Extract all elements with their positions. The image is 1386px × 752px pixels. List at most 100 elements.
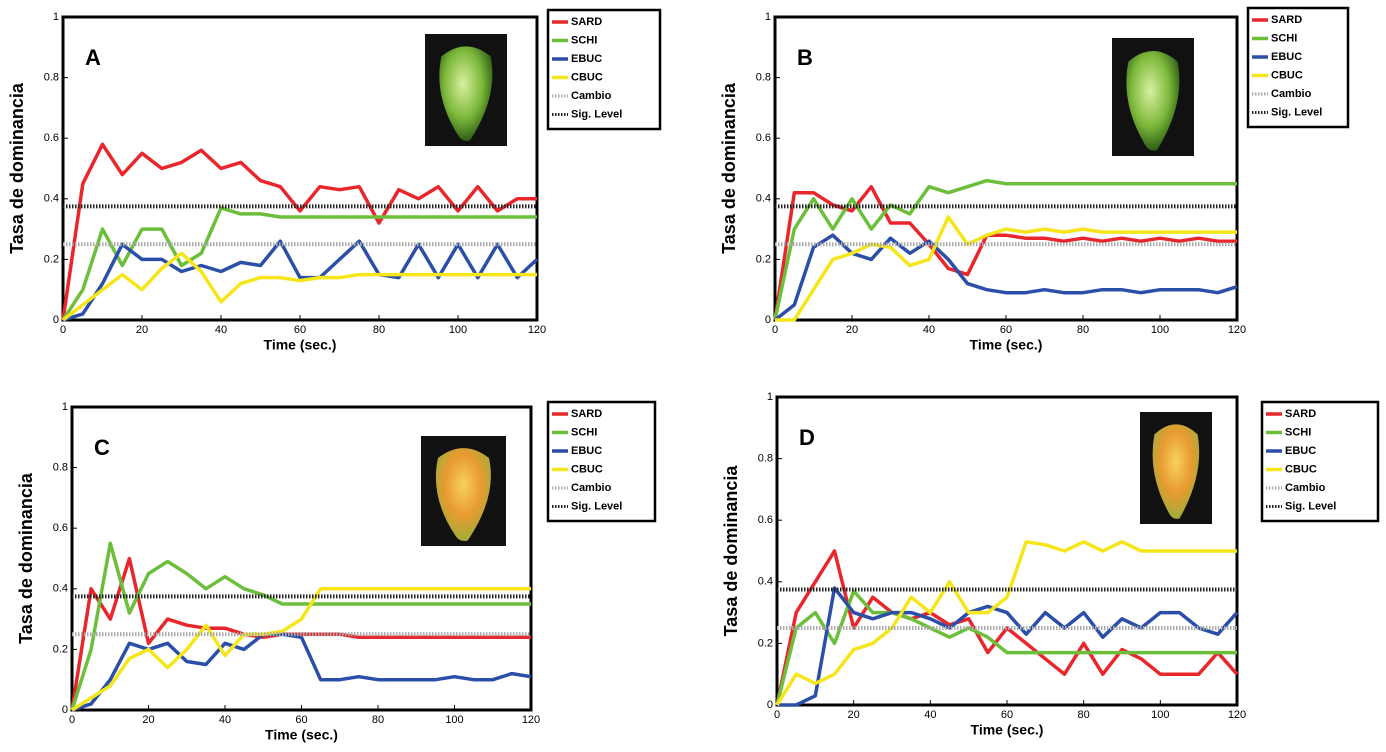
y-tick-label: 0.2 [758, 637, 773, 649]
y-tick-label: 0.6 [53, 522, 68, 534]
x-tick-label: 60 [1001, 709, 1013, 721]
x-tick-label: 40 [924, 709, 936, 721]
legend-label: CBUC [1285, 463, 1317, 475]
legend-label: Sig. Level [571, 500, 622, 512]
legend-label: Sig. Level [1271, 106, 1322, 118]
y-axis-label: Tasa de dominancia [721, 465, 741, 637]
x-axis-label: Time (sec.) [265, 727, 338, 743]
pepper-photo [435, 448, 491, 541]
x-tick-label: 60 [295, 714, 307, 726]
y-tick-label: 0.4 [756, 193, 771, 205]
x-tick-label: 120 [528, 324, 546, 336]
y-tick-label: 0.4 [53, 583, 68, 595]
y-tick-label: 0.6 [756, 132, 771, 144]
legend-label: Sig. Level [571, 108, 622, 120]
y-tick-label: 1 [765, 11, 771, 23]
legend-label: EBUC [1271, 51, 1302, 63]
y-tick-label: 0 [765, 314, 771, 326]
x-tick-label: 120 [522, 714, 540, 726]
legend-box [1246, 6, 1350, 129]
pepper-photo [1152, 424, 1200, 519]
x-tick-label: 40 [923, 324, 935, 336]
legend-label: SARD [571, 16, 602, 28]
series-line [773, 178, 1237, 321]
legend-label: EBUC [571, 445, 602, 457]
x-axis-label: Time (sec.) [970, 337, 1043, 353]
series-line [62, 239, 539, 322]
x-tick-label: 80 [1078, 709, 1090, 721]
chart-panel: 0 0.2 0.4 0.6 0.8 1 0 20 40 60 80 100 120 Time (sec.)… [16, 401, 540, 743]
legend-label: SCHI [571, 34, 597, 46]
series-line [61, 251, 537, 322]
y-tick-label: 0 [62, 704, 68, 716]
x-axis-label: Time (sec.) [264, 337, 337, 353]
x-tick-label: 20 [142, 714, 154, 726]
y-tick-label: 0.8 [758, 453, 773, 465]
y-tick-label: 0.4 [44, 193, 59, 205]
legend-label: Cambio [571, 90, 612, 102]
x-tick-label: 60 [1000, 324, 1012, 336]
x-axis-label: Time (sec.) [971, 722, 1044, 738]
y-tick-label: 1 [767, 391, 773, 403]
x-tick-label: 60 [294, 324, 306, 336]
panel-title: D [799, 425, 815, 450]
panel-title: C [94, 435, 110, 460]
x-tick-label: 80 [1077, 324, 1089, 336]
legend-label: CBUC [1271, 69, 1303, 81]
series-line [775, 540, 1237, 706]
legend-label: SCHI [571, 426, 597, 438]
series-line [775, 549, 1239, 706]
legend-box [1260, 400, 1380, 523]
series-line [777, 586, 1239, 707]
x-tick-label: 40 [219, 714, 231, 726]
x-tick-label: 80 [372, 714, 384, 726]
x-tick-label: 40 [215, 324, 227, 336]
legend-label: Sig. Level [1285, 500, 1336, 512]
x-tick-label: 100 [1151, 324, 1169, 336]
x-tick-label: 0 [69, 714, 75, 726]
series-line [71, 587, 531, 712]
pepper-photo [439, 46, 493, 141]
x-tick-label: 0 [772, 324, 778, 336]
legend-label: SCHI [1271, 32, 1297, 44]
y-tick-label: 0.6 [44, 132, 59, 144]
y-tick-label: 0 [767, 699, 773, 711]
pepper-photo [1126, 50, 1180, 151]
legend-box [546, 8, 662, 131]
legend-label: SARD [571, 408, 602, 420]
x-tick-label: 0 [774, 709, 780, 721]
y-tick-label: 0.4 [758, 576, 773, 588]
x-tick-label: 120 [1228, 709, 1246, 721]
x-tick-label: 100 [449, 324, 467, 336]
series-line [775, 215, 1237, 322]
chart-panel: 0 0.2 0.4 0.6 0.8 1 0 20 40 60 80 100 120 Time (sec.)… [719, 11, 1246, 353]
legend-label: Cambio [1285, 482, 1326, 494]
y-tick-label: 0.6 [758, 514, 773, 526]
series-line [775, 589, 1237, 706]
y-axis-label: Tasa de dominancia [7, 82, 27, 254]
series-line [773, 184, 1237, 321]
legend-label: CBUC [571, 463, 603, 475]
chart-panel: 0 0.2 0.4 0.6 0.8 1 0 20 40 60 80 100 120 Time (sec.)… [7, 11, 546, 353]
y-tick-label: 0.8 [53, 462, 68, 474]
y-tick-label: 0 [53, 314, 59, 326]
x-tick-label: 0 [60, 324, 66, 336]
y-axis-label: Tasa de dominancia [719, 82, 739, 254]
series-line [70, 541, 531, 711]
x-tick-label: 20 [848, 709, 860, 721]
legend-label: Cambio [1271, 88, 1312, 100]
x-tick-label: 100 [1151, 709, 1169, 721]
y-axis-label: Tasa de dominancia [16, 472, 36, 644]
legend-box [546, 400, 657, 523]
series-line [61, 206, 537, 321]
x-tick-label: 80 [373, 324, 385, 336]
legend-label: EBUC [571, 53, 602, 65]
legend-label: SARD [1271, 14, 1302, 26]
x-tick-label: 20 [846, 324, 858, 336]
x-tick-label: 120 [1228, 324, 1246, 336]
legend-label: Cambio [571, 482, 612, 494]
y-tick-label: 0.2 [53, 643, 68, 655]
y-tick-label: 0.2 [756, 253, 771, 265]
y-tick-label: 0.8 [756, 72, 771, 84]
